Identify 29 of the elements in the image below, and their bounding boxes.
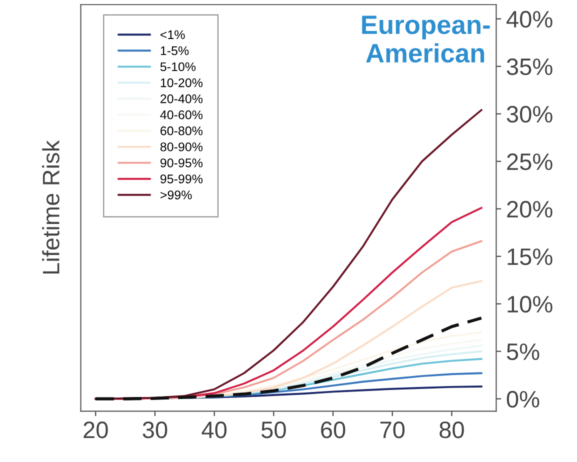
legend-label: 1-5% [160,46,189,56]
y-tick-label: 10% [508,296,552,313]
y-tick-label: 30% [506,106,552,123]
x-tick-label: 50 [261,422,286,438]
y-tick-label: 15% [508,248,552,266]
legend-label: 5-10% [160,62,196,72]
x-tick-label: 20 [84,422,108,438]
legend-label: >99% [160,190,192,200]
x-tick-label: 60 [321,422,346,438]
legend-label: 60-80% [160,126,203,136]
y-tick-label: 35% [506,58,552,76]
legend-label: 40-60% [160,110,203,120]
y-tick-label: 20% [507,200,552,218]
legend-label: 80-90% [160,142,203,152]
legend-label: 90-95% [160,158,203,168]
x-tick-label: 80 [440,422,464,438]
legend-label: 95-99% [160,174,203,184]
text: European- American [362,16,490,63]
y-tick-label: 40% [506,10,552,28]
x-tick-label: 70 [380,422,405,438]
y-tick-label: 0% [506,390,540,408]
y-axis-title: Lifetime Risk [42,140,60,274]
legend-label: 20-40% [160,94,203,104]
y-tick-label: 5% [506,344,540,360]
legend-label: <1% [160,30,185,40]
x-tick-label: 40 [202,422,227,438]
y-tick-label: 25% [507,153,552,170]
x-tick-label: 30 [142,422,168,438]
legend-label: 10-20% [160,78,203,88]
